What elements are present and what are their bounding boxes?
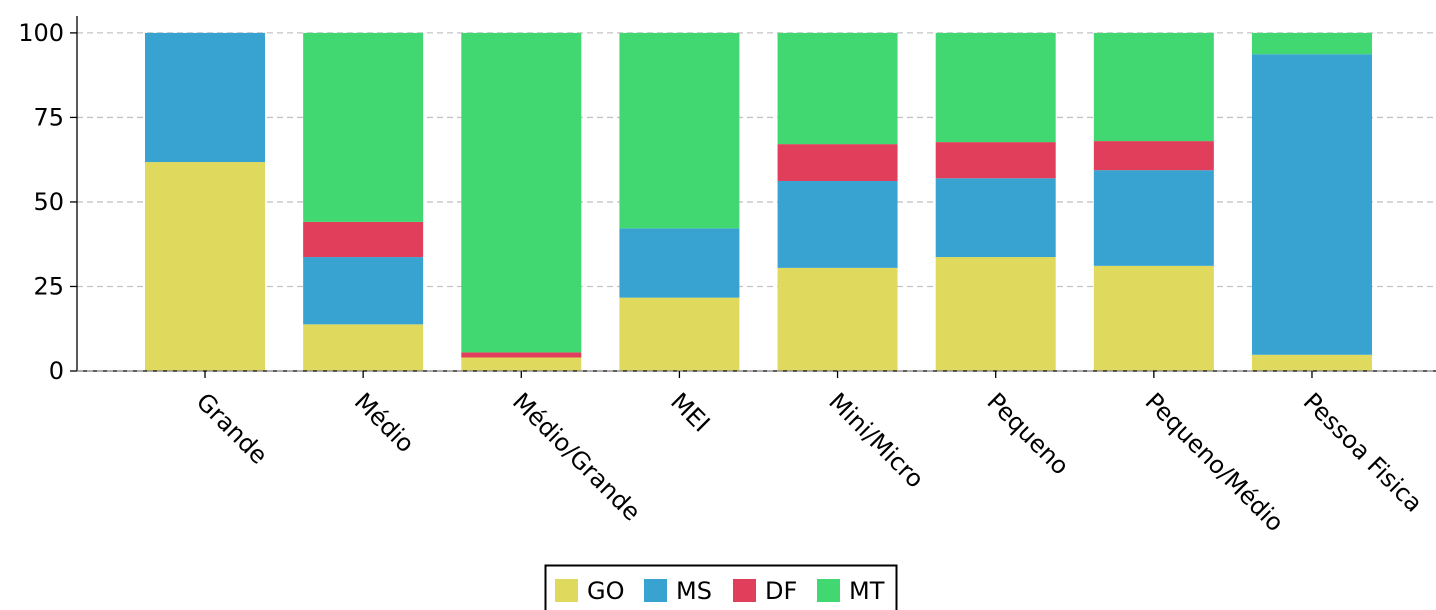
y-tick-label-4: 100 <box>18 19 64 47</box>
bar-go-7 <box>1251 354 1372 371</box>
bar-ms-6 <box>1093 170 1214 266</box>
bar-df-4 <box>777 144 898 181</box>
bar-go-0 <box>145 162 265 371</box>
bar-go-4 <box>777 267 898 371</box>
bars <box>145 32 1372 371</box>
bar-go-5 <box>935 257 1056 371</box>
bar-mt-1 <box>303 32 424 222</box>
legend: GO MS DF MT <box>544 564 898 610</box>
x-tick-label-4: Mini/Micro <box>823 387 929 493</box>
bar-go-2 <box>461 357 582 371</box>
y-tick-label-1: 25 <box>33 272 64 300</box>
y-tick-label-2: 50 <box>33 188 64 216</box>
y-axis-ticks: 0 25 50 75 100 <box>18 19 77 385</box>
x-tick-label-6: Pequeno/Médio <box>1140 387 1290 537</box>
bar-go-3 <box>619 297 740 371</box>
x-tick-label-3: MEI <box>665 387 715 437</box>
bar-ms-0 <box>145 32 265 163</box>
bar-ms-7 <box>1251 54 1372 355</box>
bar-mt-3 <box>619 32 740 229</box>
axes <box>76 16 1436 372</box>
legend-label-go: GO <box>587 577 625 605</box>
x-tick-label-1: Médio <box>349 387 420 458</box>
bar-df-5 <box>935 142 1056 179</box>
bar-go-6 <box>1093 265 1214 371</box>
x-tick-label-0: Grande <box>191 387 273 469</box>
bar-ms-4 <box>777 180 898 268</box>
bar-ms-1 <box>303 257 424 325</box>
y-tick-label-0: 0 <box>49 357 64 385</box>
x-tick-label-5: Pequeno <box>981 387 1074 480</box>
legend-swatch-mt <box>817 579 840 602</box>
bar-go-1 <box>303 324 424 371</box>
legend-swatch-go <box>555 579 578 602</box>
y-tick-label-3: 75 <box>33 103 64 131</box>
bar-df-6 <box>1093 141 1214 171</box>
bar-mt-4 <box>777 32 898 145</box>
legend-swatch-ms <box>644 579 667 602</box>
legend-label-df: DF <box>765 577 797 605</box>
bar-df-1 <box>303 221 424 258</box>
x-axis-ticks: Grande Médio Médio/Grande MEI Mini/Micro Pequ… <box>191 371 1428 537</box>
legend-label-mt: MT <box>849 577 885 605</box>
bar-mt-5 <box>935 32 1056 143</box>
bar-mt-7 <box>1251 32 1372 55</box>
legend-label-ms: MS <box>676 577 712 605</box>
bar-df-2 <box>461 352 582 358</box>
bar-mt-2 <box>461 32 582 353</box>
x-tick-label-7: Pessoa Fisica <box>1298 387 1428 517</box>
bar-ms-3 <box>619 228 740 298</box>
x-tick-label-2: Médio/Grande <box>507 387 646 526</box>
grid-lines <box>77 32 1436 288</box>
bar-ms-5 <box>935 178 1056 258</box>
bar-mt-6 <box>1093 32 1214 142</box>
legend-swatch-df <box>733 579 756 602</box>
